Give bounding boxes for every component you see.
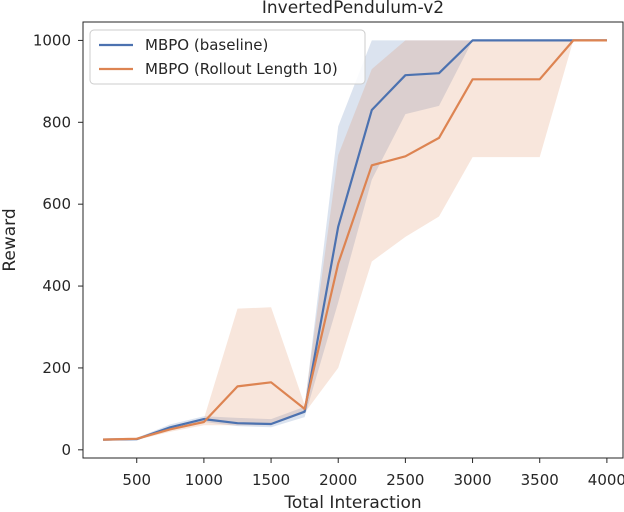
x-tick-label: 3000 bbox=[453, 471, 491, 489]
line-series-1 bbox=[103, 39, 607, 441]
x-tick-label: 1000 bbox=[185, 471, 223, 489]
y-tick-label: 200 bbox=[42, 359, 71, 377]
y-tick-label: 1000 bbox=[33, 31, 71, 49]
x-tick-label: 1500 bbox=[252, 471, 290, 489]
x-tick-label: 4000 bbox=[588, 471, 624, 489]
x-tick-label: 2500 bbox=[386, 471, 424, 489]
y-tick-label: 0 bbox=[61, 441, 71, 459]
x-tick-label: 2000 bbox=[319, 471, 357, 489]
legend-box bbox=[89, 29, 366, 85]
legend-label-0: MBPO (baseline) bbox=[145, 36, 268, 54]
y-tick-label: 400 bbox=[42, 277, 71, 295]
x-axis-ticks: 500 1000 1500 2000 2500 3000 3500 4000 bbox=[122, 458, 624, 489]
y-axis-ticks: 0 200 400 600 800 1000 bbox=[33, 31, 83, 459]
series-lines bbox=[103, 39, 607, 441]
x-tick-label: 500 bbox=[122, 471, 151, 489]
x-axis-label: Total Interaction bbox=[283, 493, 421, 512]
band-series-1 bbox=[103, 40, 607, 441]
y-axis-label: Reward bbox=[0, 208, 20, 271]
line-series-0 bbox=[103, 39, 607, 441]
plot-frame bbox=[82, 21, 624, 459]
chart-title: InvertedPendulum-v2 bbox=[262, 0, 444, 18]
confidence-bands bbox=[103, 40, 607, 441]
x-tick-label: 3500 bbox=[521, 471, 559, 489]
y-tick-label: 800 bbox=[42, 113, 71, 131]
band-series-0 bbox=[103, 40, 607, 441]
legend-label-1: MBPO (Rollout Length 10) bbox=[145, 60, 338, 78]
legend: MBPO (baseline) MBPO (Rollout Length 10) bbox=[89, 29, 366, 85]
y-tick-label: 600 bbox=[42, 195, 71, 213]
